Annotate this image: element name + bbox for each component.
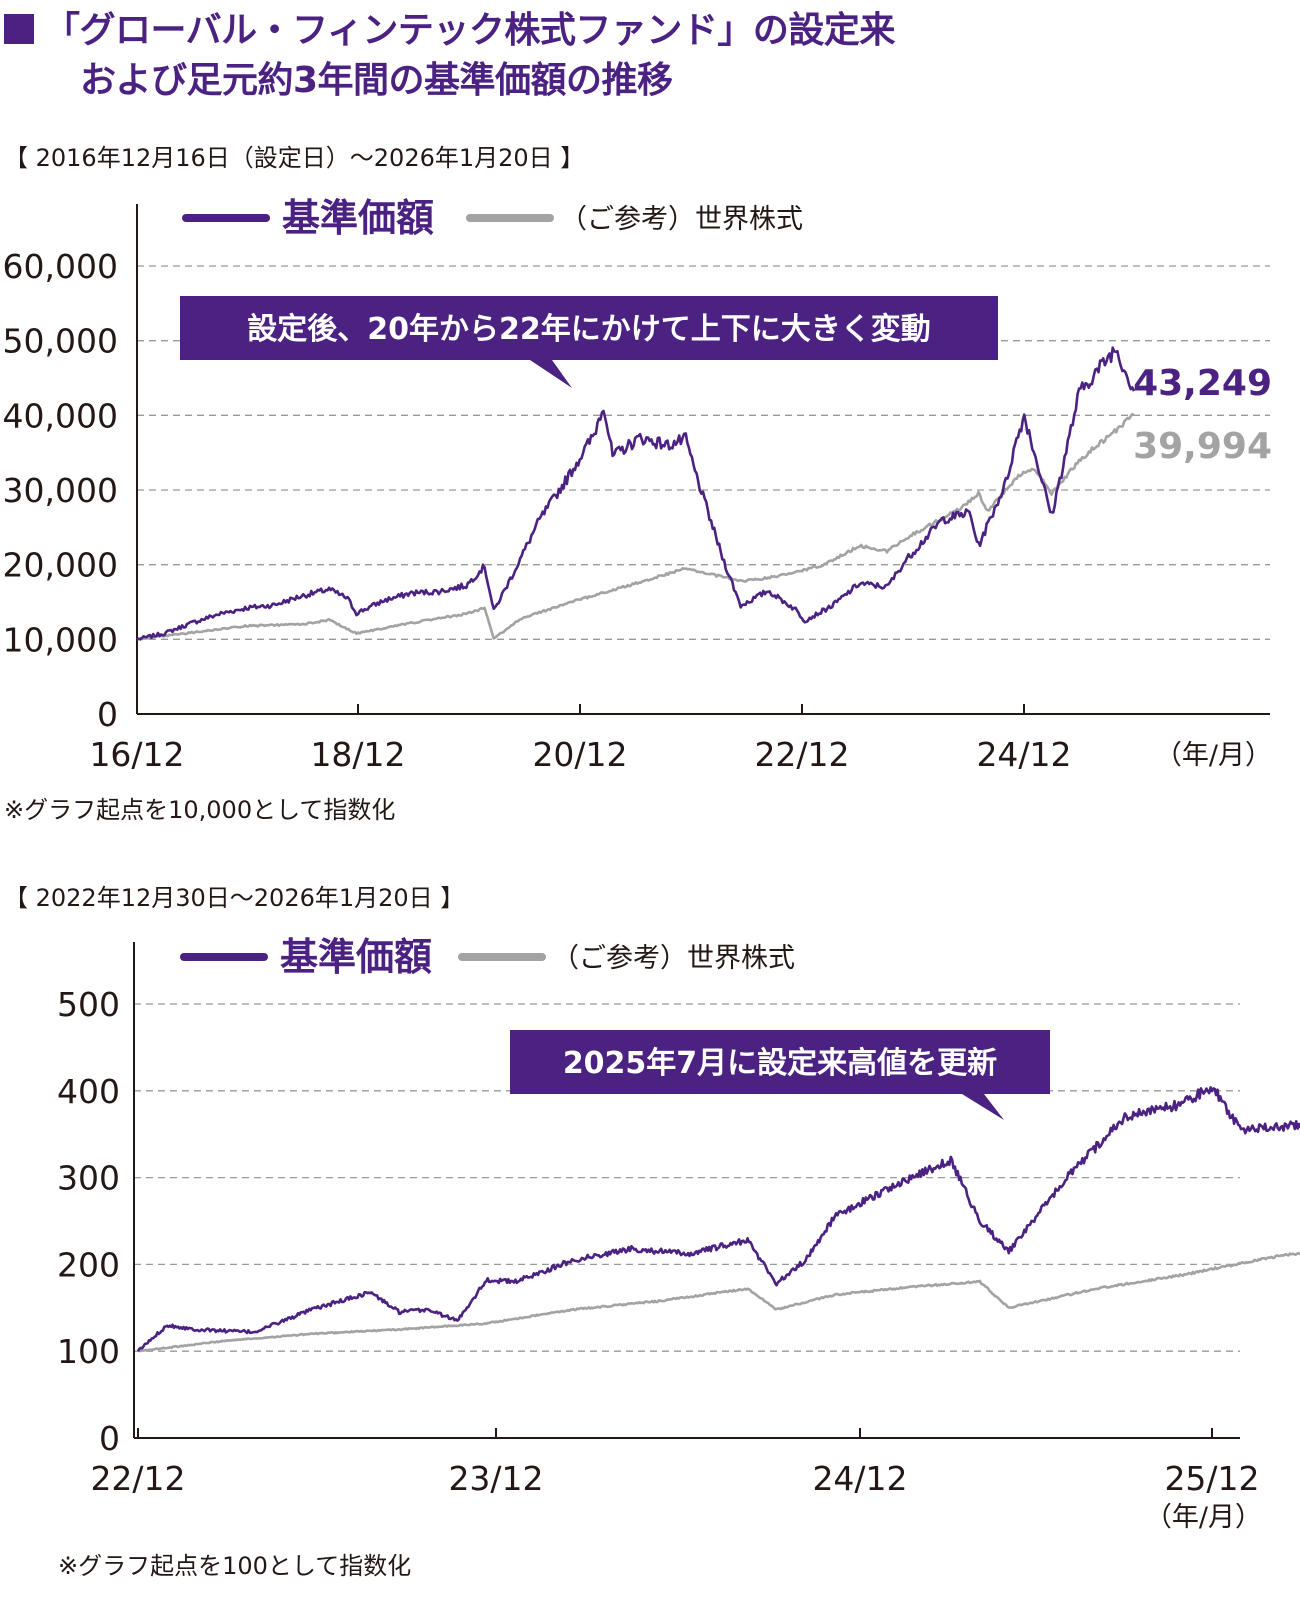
- legend-label-fund: 基準価額: [280, 935, 432, 979]
- x-tick-label: 22/12: [90, 1459, 185, 1498]
- series-line-world-equity: [137, 1251, 1300, 1353]
- legend: 基準価額 （ご参考）世界株式: [182, 196, 803, 240]
- footnote-1: ※グラフ起点を10,000として指数化: [4, 796, 396, 824]
- annotation-text: 設定後、20年から22年にかけて上下に大きく変動: [247, 312, 931, 347]
- x-axis-unit: （年/月）: [1145, 1502, 1262, 1533]
- line-chart-recent-3-years: 0 100 200 300 400 500 22/12 23/12 24/12 25/12 （年/月…: [57, 935, 1300, 1533]
- x-tick-label: 18/12: [310, 735, 405, 774]
- y-tick-label: 50,000: [3, 322, 118, 361]
- series-line-fund: [136, 1086, 1300, 1352]
- x-tick-label: 16/12: [89, 735, 184, 774]
- chart-title-line-2: および足元約3年間の基準価額の推移: [80, 60, 673, 101]
- x-tick-label: 24/12: [976, 735, 1071, 774]
- annotation-callout: 2025年7月に設定来高値を更新: [510, 1030, 1050, 1120]
- y-tick-label: 30,000: [3, 471, 118, 510]
- series-line-fund: [136, 346, 1136, 641]
- chart-title: 「グローバル・フィンテック株式ファンド」の設定来: [44, 10, 895, 51]
- x-tick-label: 24/12: [812, 1459, 907, 1498]
- legend: 基準価額 （ご参考）世界株式: [180, 935, 795, 979]
- period-label-1: 【 2016年12月16日（設定日）〜2026年1月20日 】: [4, 144, 585, 172]
- x-tick-label: 22/12: [754, 735, 849, 774]
- y-tick-label: 500: [57, 985, 120, 1024]
- annotation-box: [510, 1030, 1050, 1120]
- title-bullet-square: [4, 14, 34, 44]
- legend-label-world-equity: （ご参考）世界株式: [552, 943, 795, 974]
- y-tick-label: 0: [97, 695, 118, 734]
- y-tick-label: 10,000: [3, 620, 118, 659]
- legend-label-fund: 基準価額: [282, 196, 434, 240]
- y-tick-label: 20,000: [3, 546, 118, 585]
- end-value-world-equity: 39,994: [1133, 426, 1272, 467]
- chart-title-line-1: 「グローバル・フィンテック株式ファンド」の設定来: [4, 6, 895, 56]
- y-tick-label: 40,000: [3, 396, 118, 435]
- footnote-2: ※グラフ起点を100として指数化: [58, 1552, 412, 1580]
- x-tick-label: 23/12: [448, 1459, 543, 1498]
- x-axis-unit: （年/月）: [1155, 740, 1272, 771]
- x-axis-tick-labels: 22/12 23/12 24/12 25/12: [90, 1459, 1259, 1498]
- y-tick-label: 60,000: [3, 247, 118, 286]
- title-block: 「グローバル・フィンテック株式ファンド」の設定来 および足元約3年間の基準価額の…: [4, 6, 895, 106]
- line-chart-since-inception: 0 10,000 20,000 30,000 40,000 50,000 60,000 16/…: [3, 196, 1272, 774]
- legend-label-world-equity: （ご参考）世界株式: [560, 204, 803, 235]
- y-tick-label: 300: [57, 1159, 120, 1198]
- series-line-world-equity: [136, 412, 1135, 641]
- y-tick-label: 200: [57, 1245, 120, 1284]
- x-tick-label: 25/12: [1164, 1459, 1259, 1498]
- annotation-text: 2025年7月に設定来高値を更新: [563, 1046, 997, 1081]
- period-label-2: 【 2022年12月30日〜2026年1月20日 】: [4, 884, 465, 912]
- y-axis-tick-labels: 0 100 200 300 400 500: [57, 985, 120, 1458]
- y-tick-label: 0: [99, 1419, 120, 1458]
- y-tick-label: 400: [57, 1072, 120, 1111]
- annotation-box: [180, 296, 998, 388]
- annotation-callout: 設定後、20年から22年にかけて上下に大きく変動: [180, 296, 998, 388]
- x-axis-tick-labels: 16/12 18/12 20/12 22/12 24/12: [89, 735, 1071, 774]
- x-tick-label: 20/12: [532, 735, 627, 774]
- y-tick-label: 100: [57, 1332, 120, 1371]
- y-axis-tick-labels: 0 10,000 20,000 30,000 40,000 50,000 60,000: [3, 247, 118, 734]
- end-value-fund: 43,249: [1133, 363, 1272, 404]
